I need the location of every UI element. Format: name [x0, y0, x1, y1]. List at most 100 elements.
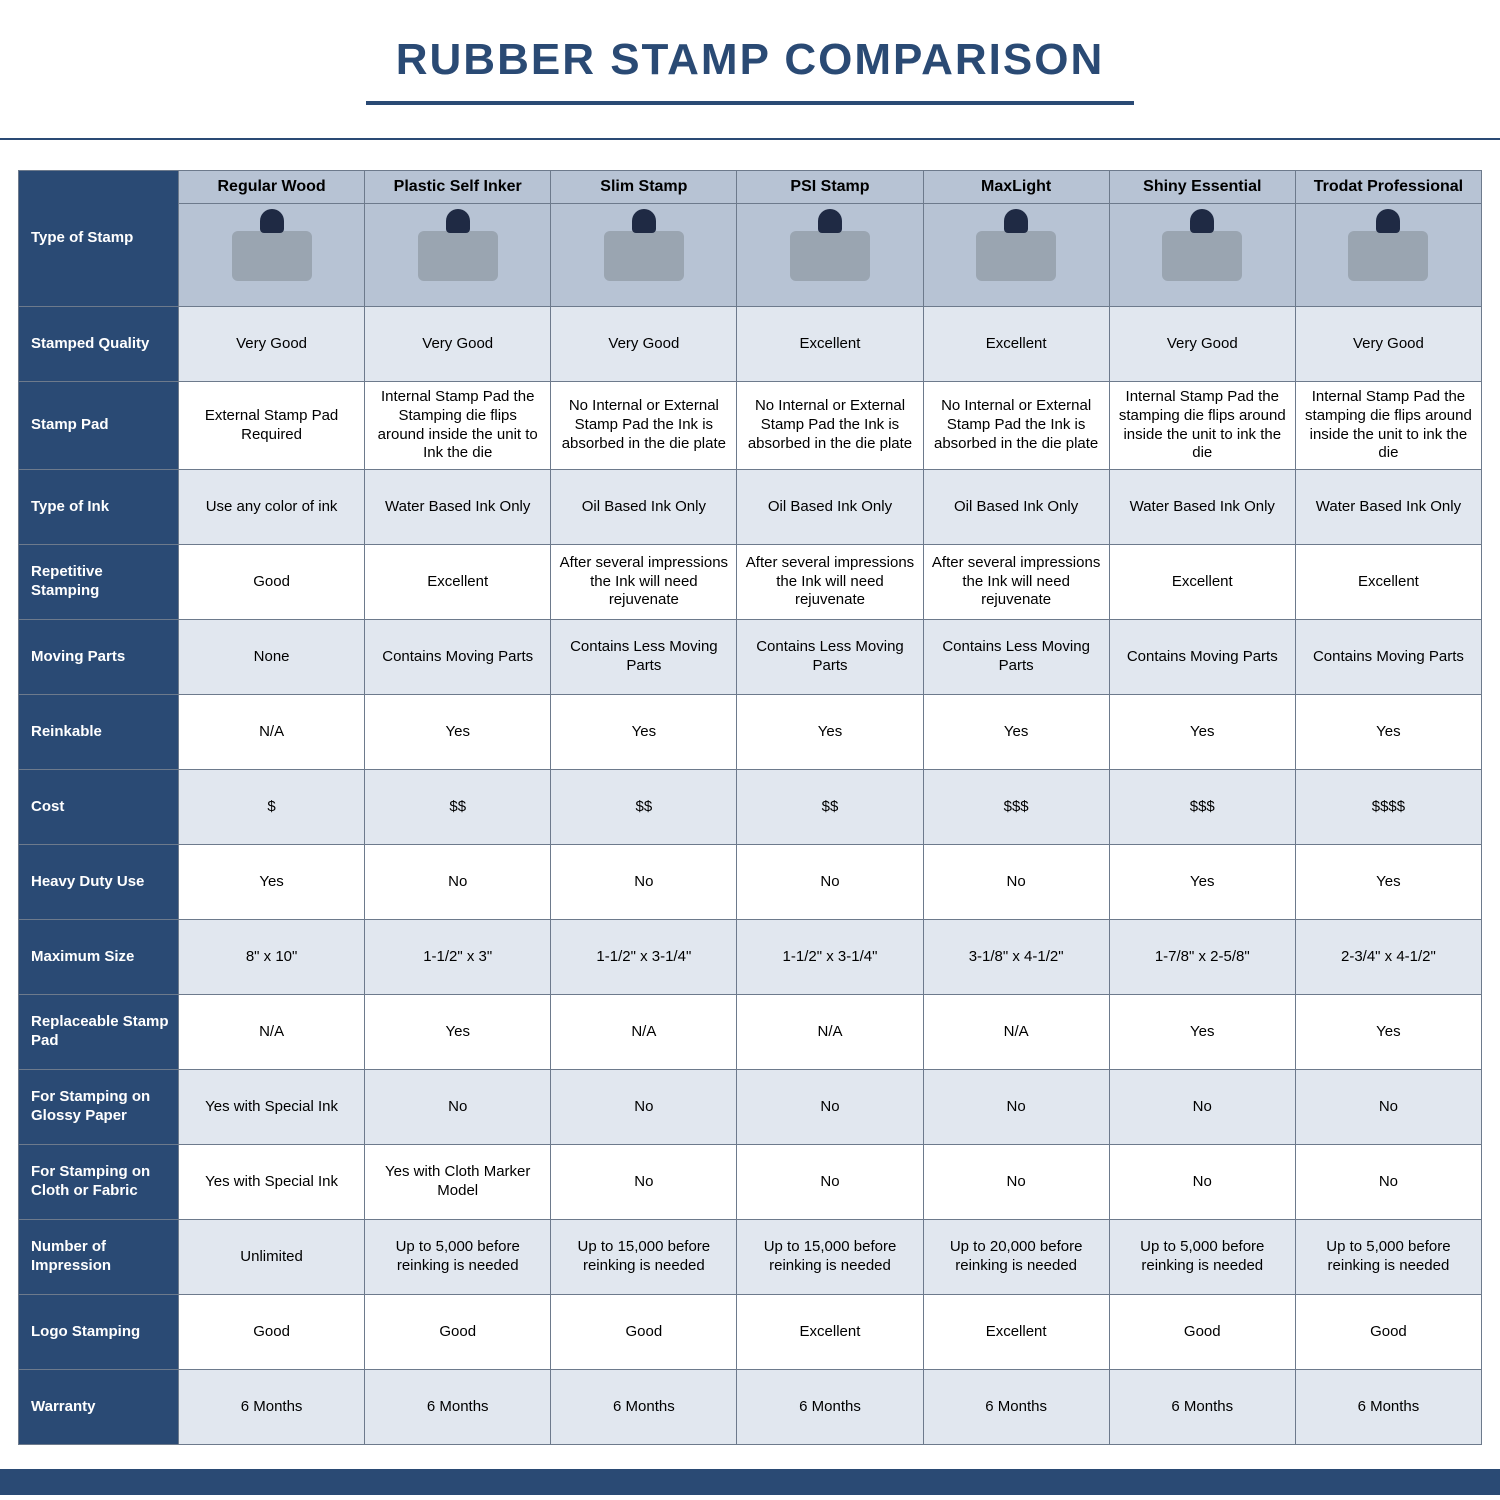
table-cell: Yes	[1295, 995, 1481, 1070]
table-cell: N/A	[179, 695, 365, 770]
table-cell: $$$$	[1295, 770, 1481, 845]
table-cell: No	[551, 1070, 737, 1145]
table-cell: $$	[365, 770, 551, 845]
table-cell: Water Based Ink Only	[1295, 470, 1481, 545]
table-cell: Very Good	[179, 307, 365, 382]
table-cell: Good	[179, 1295, 365, 1370]
table-cell: Up to 15,000 before reinking is needed	[737, 1220, 923, 1295]
table-cell: 6 Months	[737, 1370, 923, 1445]
table-cell: No	[923, 1070, 1109, 1145]
row-label: Repetitive Stamping	[19, 545, 179, 620]
table-row: Stamped QualityVery GoodVery GoodVery Go…	[19, 307, 1482, 382]
table-cell: 6 Months	[365, 1370, 551, 1445]
table-cell: 1-7/8" x 2-5/8"	[1109, 920, 1295, 995]
column-header: Shiny Essential	[1109, 171, 1295, 204]
table-row: Logo StampingGoodGoodGoodExcellentExcell…	[19, 1295, 1482, 1370]
table-cell: 2-3/4" x 4-1/2"	[1295, 920, 1481, 995]
row-label: Replaceable Stamp Pad	[19, 995, 179, 1070]
table-cell: After several impressions the Ink will n…	[737, 545, 923, 620]
table-cell: No	[1295, 1070, 1481, 1145]
title-block: RUBBER STAMP COMPARISON	[0, 0, 1500, 120]
table-cell: Good	[551, 1295, 737, 1370]
table-cell: $$	[737, 770, 923, 845]
table-row: For Stamping on Cloth or FabricYes with …	[19, 1145, 1482, 1220]
table-cell: Contains Moving Parts	[365, 620, 551, 695]
table-row: Replaceable Stamp PadN/AYesN/AN/AN/AYesY…	[19, 995, 1482, 1070]
table-row: ReinkableN/AYesYesYesYesYesYes	[19, 695, 1482, 770]
column-header: Slim Stamp	[551, 171, 737, 204]
column-header: Plastic Self Inker	[365, 171, 551, 204]
table-cell: Up to 20,000 before reinking is needed	[923, 1220, 1109, 1295]
table-cell: $$	[551, 770, 737, 845]
table-cell: No	[365, 845, 551, 920]
table-cell: Up to 5,000 before reinking is needed	[1295, 1220, 1481, 1295]
row-label: Logo Stamping	[19, 1295, 179, 1370]
table-cell: Excellent	[923, 1295, 1109, 1370]
table-cell: Very Good	[365, 307, 551, 382]
table-row: Warranty6 Months6 Months6 Months6 Months…	[19, 1370, 1482, 1445]
table-cell: No Internal or External Stamp Pad the In…	[551, 382, 737, 470]
table-cell: Excellent	[1109, 545, 1295, 620]
table-cell: Yes	[1109, 845, 1295, 920]
comparison-table: Type of StampRegular WoodPlastic Self In…	[18, 170, 1482, 1445]
table-cell: Yes	[365, 695, 551, 770]
table-cell: Yes	[1109, 695, 1295, 770]
row-label: Cost	[19, 770, 179, 845]
table-cell: No	[737, 1070, 923, 1145]
table-container: Type of StampRegular WoodPlastic Self In…	[0, 140, 1500, 1463]
table-cell: Yes	[737, 695, 923, 770]
column-header: MaxLight	[923, 171, 1109, 204]
table-cell: Yes	[1295, 845, 1481, 920]
table-cell: N/A	[179, 995, 365, 1070]
table-cell: Oil Based Ink Only	[923, 470, 1109, 545]
stamp-image-cell	[1109, 204, 1295, 307]
table-cell: Good	[365, 1295, 551, 1370]
table-cell: No	[737, 845, 923, 920]
table-cell: Contains Moving Parts	[1109, 620, 1295, 695]
table-cell: N/A	[737, 995, 923, 1070]
page-title: RUBBER STAMP COMPARISON	[366, 35, 1134, 105]
stamp-image-cell	[551, 204, 737, 307]
table-cell: No	[737, 1145, 923, 1220]
table-cell: Water Based Ink Only	[1109, 470, 1295, 545]
table-cell: Very Good	[1109, 307, 1295, 382]
table-cell: No	[1109, 1070, 1295, 1145]
table-cell: Excellent	[923, 307, 1109, 382]
table-cell: Up to 15,000 before reinking is needed	[551, 1220, 737, 1295]
table-cell: 6 Months	[923, 1370, 1109, 1445]
stamp-icon	[1348, 231, 1428, 281]
table-cell: Excellent	[737, 1295, 923, 1370]
table-cell: No	[365, 1070, 551, 1145]
table-cell: 6 Months	[179, 1370, 365, 1445]
table-cell: $	[179, 770, 365, 845]
table-cell: $$$	[923, 770, 1109, 845]
stamp-image-cell	[365, 204, 551, 307]
row-label: Warranty	[19, 1370, 179, 1445]
table-cell: No Internal or External Stamp Pad the In…	[737, 382, 923, 470]
table-row: Type of InkUse any color of inkWater Bas…	[19, 470, 1482, 545]
table-cell: Very Good	[1295, 307, 1481, 382]
table-cell: Contains Less Moving Parts	[551, 620, 737, 695]
table-cell: Use any color of ink	[179, 470, 365, 545]
table-cell: No	[1295, 1145, 1481, 1220]
table-cell: Yes with Cloth Marker Model	[365, 1145, 551, 1220]
stamp-icon	[418, 231, 498, 281]
table-image-row	[19, 204, 1482, 307]
table-cell: 6 Months	[1109, 1370, 1295, 1445]
stamp-image-cell	[179, 204, 365, 307]
table-cell: Good	[179, 545, 365, 620]
table-cell: $$$	[1109, 770, 1295, 845]
table-cell: No	[551, 845, 737, 920]
row-label: For Stamping on Glossy Paper	[19, 1070, 179, 1145]
row-label: Stamp Pad	[19, 382, 179, 470]
stamp-icon	[790, 231, 870, 281]
table-cell: Yes	[365, 995, 551, 1070]
table-cell: Internal Stamp Pad the stamping die flip…	[1295, 382, 1481, 470]
table-cell: Yes with Special Ink	[179, 1070, 365, 1145]
table-cell: Contains Less Moving Parts	[737, 620, 923, 695]
table-cell: Excellent	[365, 545, 551, 620]
table-cell: External Stamp Pad Required	[179, 382, 365, 470]
table-header-row: Type of StampRegular WoodPlastic Self In…	[19, 171, 1482, 204]
table-row: Cost$$$$$$$$$$$$$$$$$	[19, 770, 1482, 845]
column-header: Trodat Professional	[1295, 171, 1481, 204]
